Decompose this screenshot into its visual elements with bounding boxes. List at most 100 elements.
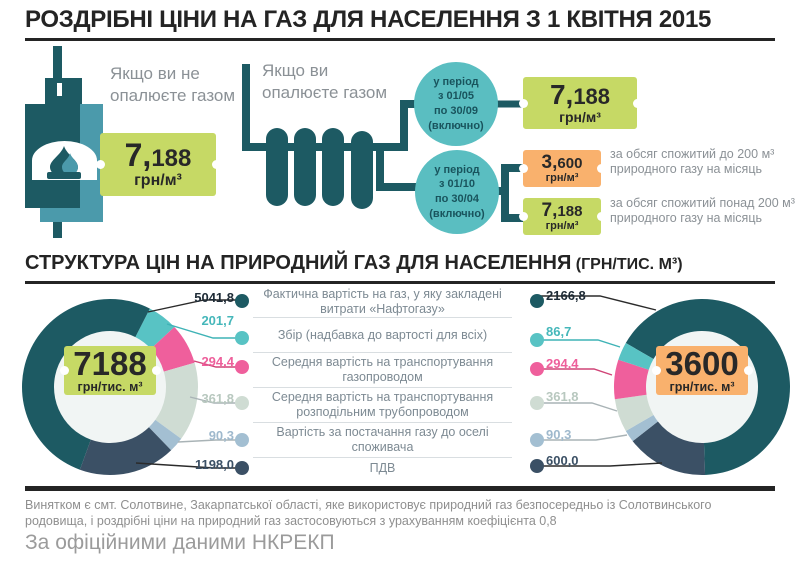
value-dot — [530, 362, 544, 376]
donut-segment — [614, 394, 654, 431]
donut-segment — [614, 359, 649, 400]
period-line: у період — [434, 163, 480, 176]
cost-component-row: Фактична вартість на газ, у яку закладен… — [253, 287, 512, 318]
value-label: 2166,8 — [546, 288, 586, 303]
summer-price-badge: 7,188 грн/м³ — [518, 77, 642, 129]
callout-line — [166, 323, 242, 339]
no-heating-price-badge: 7,188 грн/м³ — [95, 133, 221, 196]
summer-period-circle: у період з 01/05 по 30/09 (включно) — [414, 62, 498, 146]
value-dot — [530, 459, 544, 473]
flame-tray — [47, 172, 81, 179]
section-title-unit: (ГРН/ТИС. М³) — [575, 256, 683, 273]
donut-total-value: 3600 — [665, 344, 739, 382]
period-line: у період — [433, 75, 479, 88]
value-label: 5041,8 — [194, 290, 234, 305]
radiator-bar — [351, 131, 373, 209]
winter-tier1-price-badge: 3,600 грн/м³ — [518, 150, 606, 187]
boiler-chimney — [45, 78, 82, 105]
value-dot — [530, 294, 544, 308]
callout-line — [540, 339, 621, 348]
cost-components-list: Фактична вартість на газ, у яку закладен… — [253, 287, 512, 479]
value-label: 201,7 — [201, 313, 234, 328]
value-label: 361,8 — [201, 391, 234, 406]
period-line: по 30/09 — [434, 105, 478, 117]
radiator-bar — [322, 128, 344, 206]
callout-line — [540, 462, 663, 467]
value-label: 90,3 — [208, 428, 234, 443]
value-label: 600,0 — [546, 453, 579, 468]
section-title: СТРУКТУРА ЦІН НА ПРИРОДНИЙ ГАЗ ДЛЯ НАСЕЛ… — [25, 252, 785, 275]
value-dot — [235, 331, 249, 345]
period-line: (включно) — [429, 207, 485, 220]
value-label: 1198,0 — [194, 457, 234, 472]
callout-line — [135, 462, 242, 469]
cost-component-row: Збір (надбавка до вартості для всіх) — [253, 318, 512, 353]
donut-segment — [135, 308, 175, 349]
price-fraction: 188 — [557, 202, 583, 220]
donut-segment — [632, 421, 706, 475]
value-dot — [235, 396, 249, 410]
period-line: (включно) — [428, 119, 484, 132]
donut-segment — [155, 362, 199, 439]
no-heating-label: Якщо ви не опалюєте газом — [110, 64, 236, 106]
callout-line — [189, 396, 242, 404]
boiler-chimney-highlight — [57, 83, 62, 96]
radiator-bar — [294, 128, 316, 206]
callout-line — [540, 402, 618, 412]
price-value: 7, — [541, 199, 558, 221]
heating-label: Якщо ви опалюєте газом — [262, 61, 388, 103]
cost-component-row: ПДВ — [369, 461, 396, 476]
price-value: 7, — [549, 78, 574, 110]
price-value: 7, — [124, 136, 152, 173]
value-dot — [530, 396, 544, 410]
winter-bracket — [497, 164, 523, 222]
radiator-bar — [266, 128, 288, 206]
donut-segment — [150, 326, 195, 372]
value-dot — [530, 433, 544, 447]
callout-line — [193, 360, 242, 368]
boiler-base — [40, 208, 103, 222]
winter-period-circle: у період з 01/10 по 30/04 (включно) — [415, 150, 499, 234]
cost-component-row: Середня вартість на транспортування розп… — [253, 388, 512, 423]
donut-segment — [148, 419, 182, 451]
callout-line — [147, 299, 242, 313]
donut-total-value: 7188 — [73, 344, 147, 382]
donut-total-badge-3600: 3600 грн/тис. м³ — [651, 344, 753, 395]
callout-line — [540, 368, 613, 376]
section-divider — [25, 281, 775, 284]
period-line: з 01/05 — [437, 90, 475, 103]
value-dot — [235, 294, 249, 308]
title-divider — [25, 38, 775, 41]
section-title-text: СТРУКТУРА ЦІН НА ПРИРОДНИЙ ГАЗ ДЛЯ НАСЕЛ… — [25, 252, 572, 274]
price-unit: грн/м³ — [545, 171, 579, 184]
donut-segment — [625, 415, 658, 442]
callout-line — [540, 434, 628, 441]
period-line: по 30/04 — [435, 193, 479, 205]
value-label: 86,7 — [546, 324, 572, 339]
price-fraction: 600 — [557, 154, 583, 172]
winter-tier1-description: за обсяг спожитий до 200 м³ природного г… — [610, 147, 775, 177]
page-title: РОЗДРІБНІ ЦІНИ НА ГАЗ ДЛЯ НАСЕЛЕННЯ З 1 … — [25, 6, 712, 33]
data-source: За офіційними даними НКРЕКП — [25, 531, 335, 554]
donut-total-badge-7188: 7188 грн/тис. м³ — [59, 344, 161, 395]
callout-line — [177, 439, 242, 443]
cost-component-row: Вартість за постачання газу до оселі спо… — [253, 423, 512, 458]
value-label: 90,3 — [546, 427, 572, 442]
winter-tier2-price-badge: 7,188 грн/м³ — [518, 198, 606, 235]
price-fraction: 188 — [573, 83, 611, 109]
value-label: 294,4 — [201, 354, 234, 369]
value-dot — [235, 360, 249, 374]
value-dot — [235, 461, 249, 475]
donut-segment — [618, 343, 654, 370]
period-line: з 01/10 — [438, 178, 476, 191]
price-unit: грн/м³ — [545, 219, 579, 232]
value-dot — [235, 433, 249, 447]
winter-tier2-description: за обсяг спожитий понад 200 м³ природног… — [610, 196, 795, 226]
footnote: Винятком є смт. Солотвине, Закарпатської… — [25, 498, 712, 529]
value-dot — [530, 333, 544, 347]
footer-divider — [25, 486, 775, 491]
donut-total-unit: грн/тис. м³ — [77, 379, 143, 394]
donut-total-unit: грн/тис. м³ — [669, 379, 735, 394]
price-fraction: 188 — [151, 144, 192, 172]
